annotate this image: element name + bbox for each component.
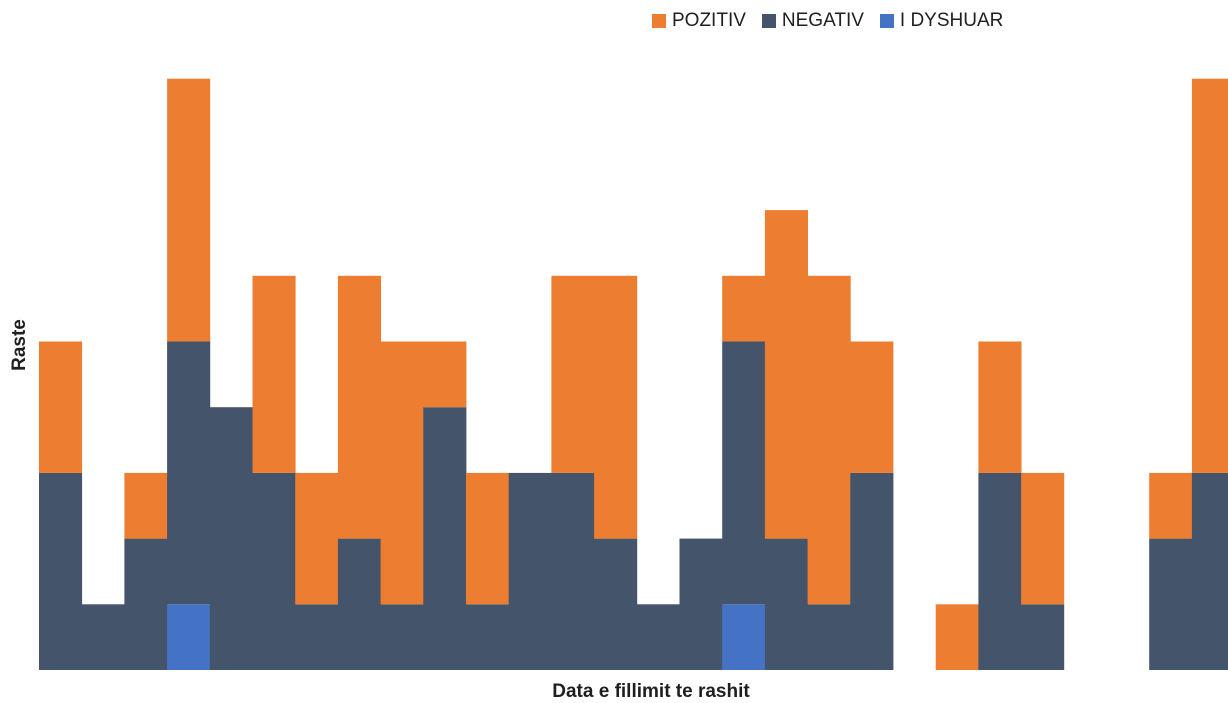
bar-negativ-6 xyxy=(252,472,296,670)
bar-negativ-11 xyxy=(466,604,510,670)
bar-pozitiv-23 xyxy=(978,341,1022,473)
legend-label-i-dyshuar: I DYSHUAR xyxy=(899,10,1004,31)
legend-swatch-pozitiv xyxy=(652,14,666,28)
bar-negativ-3 xyxy=(124,538,168,670)
x-axis-label: Data e fillimit te rashit xyxy=(552,681,750,702)
bar-negativ-12 xyxy=(508,472,552,670)
bar-pozitiv-20 xyxy=(850,341,894,473)
bar-negativ-18 xyxy=(764,538,808,670)
bar-negativ-7 xyxy=(295,604,339,670)
bar-pozitiv-22 xyxy=(935,604,979,670)
bar-pozitiv-24 xyxy=(1021,472,1065,605)
bar-pozitiv-1 xyxy=(39,341,83,473)
bar-pozitiv-9 xyxy=(380,341,424,605)
legend-item-i-dyshuar: I DYSHUAR xyxy=(879,10,1004,32)
bar-i-dyshuar-4 xyxy=(167,604,211,670)
bar-negativ-5 xyxy=(209,407,253,670)
bar-pozitiv-28 xyxy=(1191,78,1228,473)
bar-pozitiv-13 xyxy=(551,275,595,473)
bar-negativ-13 xyxy=(551,472,595,670)
bar-negativ-27 xyxy=(1149,538,1193,670)
bar-pozitiv-19 xyxy=(807,275,851,605)
chart-legend: POZITIV NEGATIV I DYSHUAR xyxy=(652,10,1019,32)
bar-pozitiv-17 xyxy=(722,275,766,342)
bar-negativ-14 xyxy=(594,538,638,670)
bar-i-dyshuar-17 xyxy=(722,604,766,670)
legend-label-pozitiv: POZITIV xyxy=(672,10,746,31)
bar-negativ-2 xyxy=(81,604,125,670)
bar-negativ-15 xyxy=(636,604,680,670)
bar-negativ-19 xyxy=(807,604,851,670)
bar-pozitiv-27 xyxy=(1149,472,1193,539)
bar-pozitiv-14 xyxy=(594,275,638,539)
bar-pozitiv-8 xyxy=(337,275,381,539)
bar-negativ-10 xyxy=(423,407,467,670)
bar-pozitiv-10 xyxy=(423,341,467,408)
bar-negativ-9 xyxy=(380,604,424,670)
bar-negativ-20 xyxy=(850,472,894,670)
legend-label-negativ: NEGATIV xyxy=(781,10,864,31)
bar-pozitiv-6 xyxy=(252,275,296,473)
bar-pozitiv-7 xyxy=(295,472,339,605)
bar-negativ-28 xyxy=(1191,472,1228,670)
bar-pozitiv-11 xyxy=(466,472,510,605)
bar-negativ-8 xyxy=(337,538,381,670)
bar-negativ-1 xyxy=(39,472,83,670)
bar-negativ-4 xyxy=(167,341,211,605)
bar-negativ-23 xyxy=(978,472,1022,670)
bar-negativ-17 xyxy=(722,341,766,605)
legend-item-pozitiv: POZITIV xyxy=(652,10,746,32)
bar-negativ-16 xyxy=(679,538,723,670)
bar-negativ-24 xyxy=(1021,604,1065,670)
y-axis-label: Raste xyxy=(9,319,30,371)
bar-pozitiv-4 xyxy=(167,78,211,342)
legend-item-negativ: NEGATIV xyxy=(761,10,864,32)
legend-swatch-i-dyshuar xyxy=(879,14,894,28)
bar-pozitiv-18 xyxy=(764,210,808,539)
bar-pozitiv-3 xyxy=(124,472,168,539)
legend-swatch-negativ xyxy=(761,14,776,28)
